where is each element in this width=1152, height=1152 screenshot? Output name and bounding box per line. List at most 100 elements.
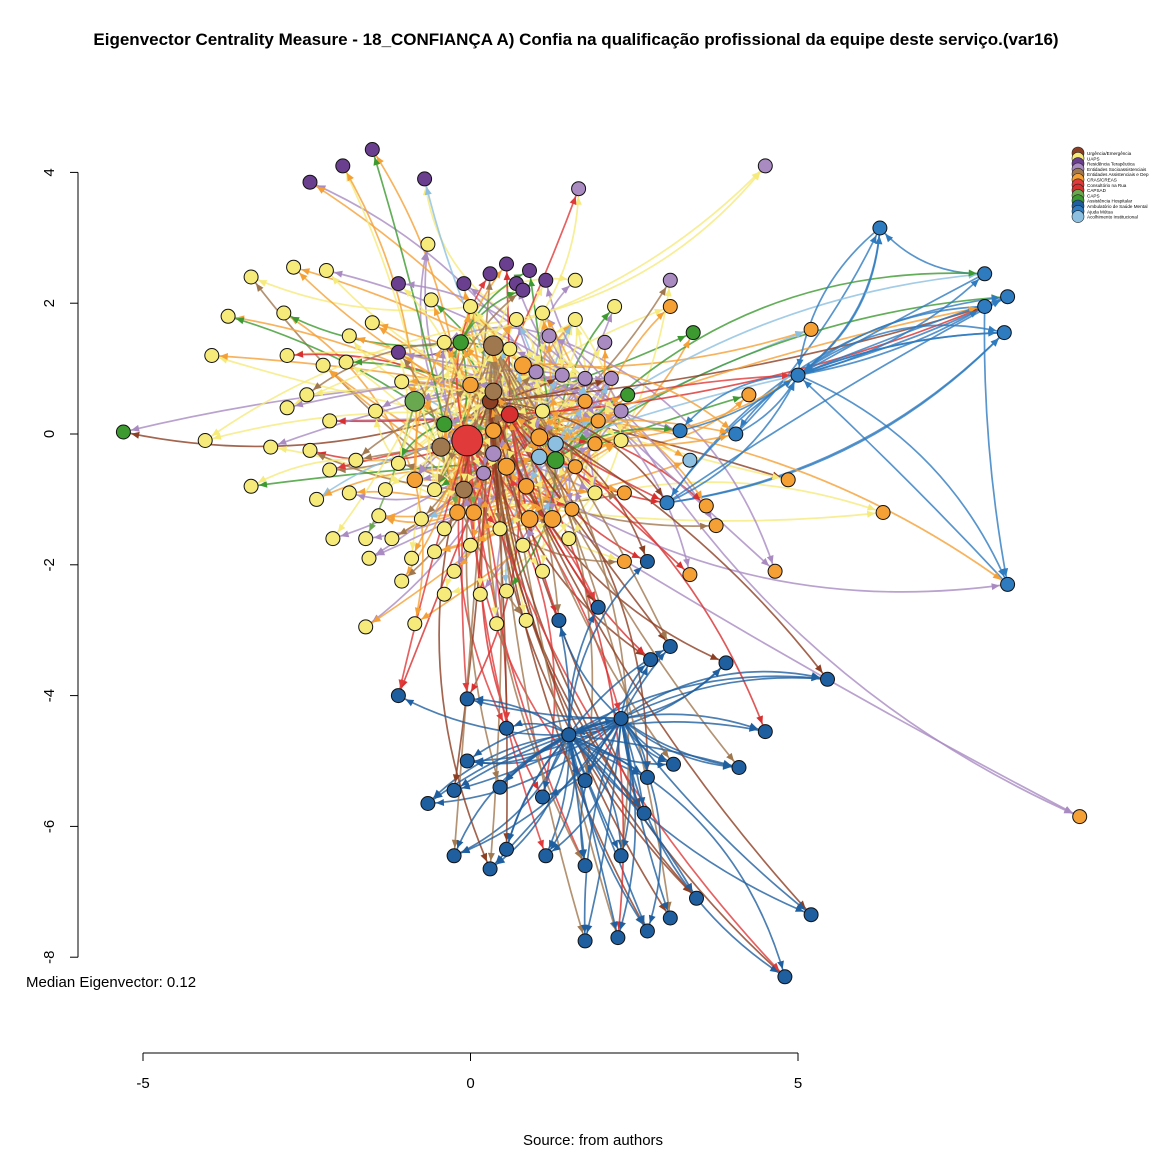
legend-label: CAPS — [1087, 193, 1100, 198]
edge-arrowhead — [507, 832, 515, 842]
network-node — [451, 424, 484, 457]
edge-arrowhead — [451, 415, 461, 423]
network-node — [318, 263, 334, 278]
edge-arrowhead — [559, 628, 566, 637]
edge-arrowhead — [998, 568, 1005, 578]
edge-arrowhead — [608, 484, 617, 492]
edge-arrowhead — [587, 614, 595, 624]
y-tick-label: -4 — [41, 689, 58, 702]
edge-arrowhead — [734, 400, 744, 409]
arrowhead-layer — [131, 156, 1073, 973]
edge-arrowhead — [422, 252, 430, 261]
network-node — [394, 374, 410, 390]
network-node — [518, 612, 534, 628]
edge-arrowhead — [398, 679, 406, 688]
edge-arrowhead — [357, 487, 366, 495]
edge-arrowhead — [616, 424, 624, 433]
network-node — [404, 550, 420, 566]
network-node — [610, 930, 626, 946]
edge-arrowhead — [259, 480, 268, 488]
edge-arrowhead — [576, 725, 585, 732]
edge-arrowhead — [567, 360, 575, 369]
network-node — [662, 910, 678, 926]
edge-arrowhead — [472, 457, 480, 467]
network-edge — [522, 363, 737, 435]
edge-arrowhead — [438, 350, 446, 359]
edge-arrowhead — [540, 555, 548, 564]
network-edge — [598, 420, 1009, 586]
network-edge — [797, 374, 1009, 585]
edge-arrowhead — [466, 347, 475, 356]
network-node — [659, 495, 675, 511]
edge-arrowhead — [460, 778, 470, 786]
network-edge — [398, 282, 563, 376]
edge-arrowhead — [636, 665, 645, 674]
edge-arrowhead — [663, 424, 673, 432]
network-node — [780, 472, 796, 488]
edge-arrowhead — [498, 439, 507, 448]
edge-arrowhead — [581, 415, 591, 423]
network-node — [368, 403, 383, 419]
network-node — [384, 531, 400, 547]
network-node — [530, 428, 549, 447]
edge-arrowhead — [422, 474, 432, 482]
edge-arrowhead — [464, 349, 471, 359]
network-node — [406, 471, 423, 488]
network-node — [790, 367, 806, 383]
edge-arrowhead — [654, 309, 663, 316]
network-node — [613, 403, 629, 419]
edge-arrowhead — [562, 432, 572, 440]
edge-arrowhead — [494, 414, 502, 423]
network-node — [299, 387, 315, 403]
edge-arrowhead — [991, 583, 1000, 591]
edge-arrowhead — [769, 965, 779, 973]
network-edge — [509, 305, 986, 416]
edge-arrowhead — [406, 463, 415, 471]
y-tick-label: 2 — [41, 299, 58, 307]
edge-arrowhead — [476, 312, 484, 321]
edge-arrowhead — [568, 371, 578, 378]
edge-arrowhead — [632, 798, 640, 807]
network-node — [482, 266, 498, 282]
edge-arrowhead — [380, 323, 389, 331]
edge-arrowhead — [885, 234, 894, 243]
edge-arrowhead — [517, 407, 527, 415]
edge-arrowhead — [605, 399, 615, 407]
network-node — [518, 478, 535, 495]
edge-arrowhead — [477, 534, 487, 542]
network-node — [243, 269, 259, 285]
network-edge — [983, 306, 1009, 585]
edge-arrowhead — [574, 196, 582, 205]
network-node — [279, 348, 295, 363]
edge-arrowhead — [671, 487, 679, 497]
network-edge — [797, 374, 1009, 585]
edge-arrowhead — [503, 272, 511, 281]
x-tick-label: 0 — [466, 1075, 474, 1092]
edge-arrowhead — [369, 522, 376, 532]
edge-arrowhead — [487, 852, 495, 861]
network-node — [322, 462, 338, 478]
network-node — [613, 433, 629, 448]
edge-arrowhead — [219, 353, 228, 360]
network-edge — [797, 305, 986, 376]
edge-arrowhead — [783, 379, 792, 388]
edge-arrowhead — [805, 365, 815, 373]
network-node — [502, 341, 518, 357]
edge-arrowhead — [531, 781, 539, 790]
network-node — [996, 325, 1012, 341]
edge-arrowhead — [509, 422, 517, 431]
network-node — [567, 312, 583, 327]
x-axis: -5 0 5 — [136, 1052, 802, 1092]
y-tick-label: -8 — [41, 951, 58, 964]
edge-arrowhead — [610, 921, 618, 930]
edge-arrowhead — [700, 522, 709, 530]
edge-arrowhead — [447, 489, 457, 497]
network-node — [977, 266, 993, 282]
edge-arrowhead — [461, 846, 471, 854]
source-caption: Source: from authors — [522, 1132, 664, 1149]
network-node — [446, 782, 462, 798]
edge-arrowhead — [502, 325, 511, 334]
edge-arrowhead — [354, 358, 363, 366]
edge-arrowhead — [299, 272, 308, 281]
edge-arrowhead — [403, 358, 412, 367]
